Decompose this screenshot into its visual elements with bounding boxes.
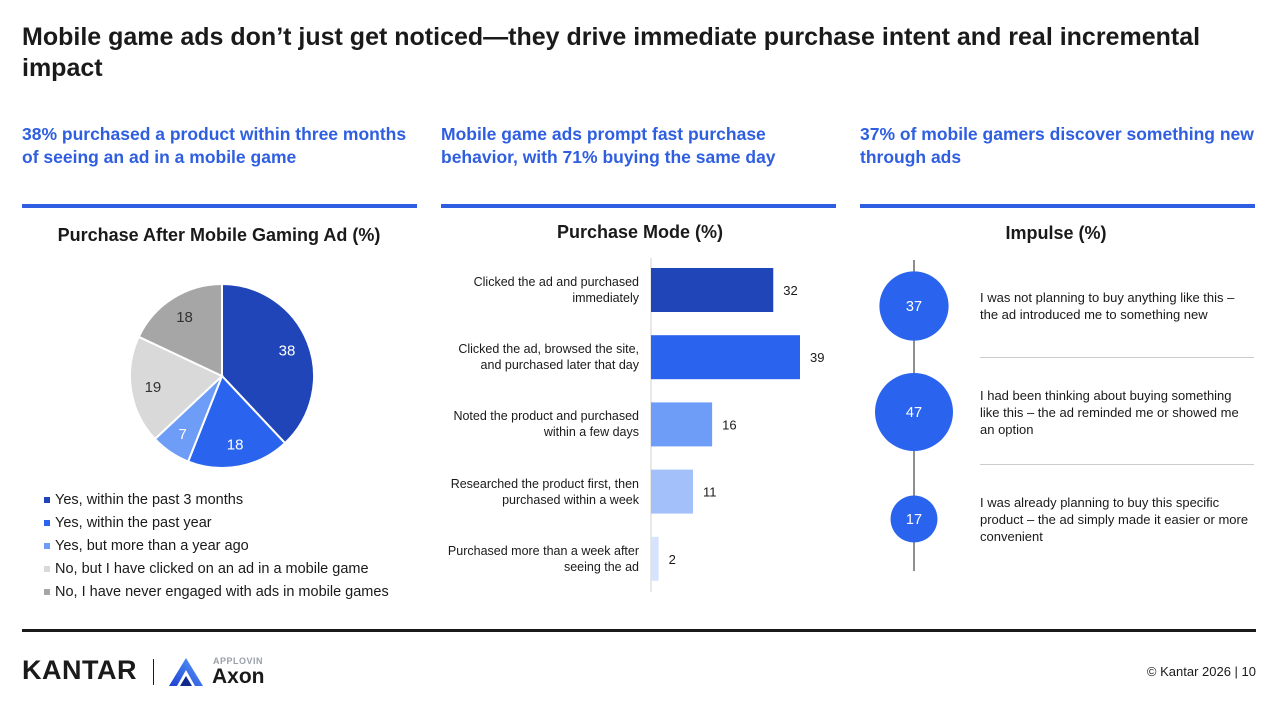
legend-swatch: [44, 589, 50, 596]
legend-label: No, but I have clicked on an ad in a mob…: [55, 561, 369, 578]
pie-slice-label: 7: [179, 426, 187, 443]
impulse-bubble: [879, 271, 949, 341]
bar-value-label: 2: [669, 552, 676, 567]
pie-slice-label: 18: [227, 437, 244, 454]
bar: [651, 536, 659, 581]
legend-item: No, but I have clicked on an ad in a mob…: [44, 558, 424, 581]
column-rule-1: [22, 204, 417, 208]
bar-value-label: 11: [703, 485, 717, 500]
axon-label: Axon: [212, 665, 265, 688]
bar-category-label: Clicked the ad, browsed the site, and pu…: [458, 342, 639, 373]
kantar-logo: KANTAR: [22, 655, 137, 685]
column-heading-mode: Mobile game ads prompt fast purchase beh…: [441, 124, 776, 167]
impulse-bubble-label: 37: [906, 299, 922, 315]
legend-swatch: [44, 566, 50, 573]
legend-label: Yes, but more than a year ago: [55, 537, 249, 554]
bar: [651, 335, 800, 380]
pie-slice: [137, 282, 223, 378]
impulse-description: I had been thinking about buying somethi…: [980, 387, 1239, 437]
bar-value-label: 32: [783, 283, 797, 298]
axon-logo-icon: [169, 658, 203, 686]
pie-slice: [186, 374, 287, 469]
legend-swatch: [44, 496, 50, 503]
bar-value-label: 39: [810, 350, 824, 365]
impulse-chart: 37 47 17: [875, 260, 953, 571]
impulse-description: I was already planning to buy this speci…: [980, 494, 1249, 544]
pie-chart-title: Purchase After Mobile Gaming Ad (%): [57, 225, 381, 245]
copyright: © Kantar 2026 | 10: [1146, 664, 1256, 679]
bar: [651, 402, 713, 447]
bar-category-label: Purchased more than a week after seeing …: [447, 543, 639, 574]
column-rule-3: [860, 204, 1255, 208]
bar-chart-title: Purchase Mode (%): [556, 222, 724, 242]
bar: [651, 268, 774, 312]
pie-legend: Yes, within the past 3 months Yes, within…: [44, 488, 424, 604]
footer-rule: [22, 629, 1256, 632]
impulse-description: I was not planning to buy anything like …: [980, 290, 1235, 322]
pie-slice-label: 18: [176, 309, 193, 326]
applovin-label: APPLOVIN: [213, 656, 264, 666]
column-heading-impulse: 37% of mobile gamers discover something …: [860, 124, 1254, 167]
bar: [651, 469, 694, 514]
impulse-bubble: [890, 495, 938, 543]
bar-category-label: Noted the product and purchased within a…: [453, 409, 639, 440]
legend-swatch: [44, 542, 50, 549]
impulse-separator-1: [980, 357, 1254, 358]
legend-label: Yes, within the past year: [55, 514, 212, 531]
bar-category-label: Researched the product first, then purch…: [450, 476, 639, 507]
pie-slice: [221, 282, 315, 445]
pie-chart: 38 18 7 19 18: [129, 282, 315, 469]
impulse-bubble-label: 17: [906, 512, 922, 528]
pie-slice-label: 38: [279, 342, 296, 359]
legend-label: No, I have never engaged with ads in mob…: [55, 584, 389, 601]
impulse-bubble: [875, 373, 953, 451]
pie-slice: [129, 335, 224, 441]
bar-value-label: 16: [722, 417, 736, 432]
bar-category-label: Clicked the ad and purchased immediately: [473, 275, 639, 305]
page-title: Mobile game ads don’t just get noticed—t…: [22, 23, 1201, 82]
legend-swatch: [44, 519, 50, 526]
legend-item: Yes, within the past 3 months: [44, 488, 424, 511]
legend-label: Yes, within the past 3 months: [55, 491, 244, 508]
column-rule-2: [441, 204, 836, 208]
pie-slice-label: 19: [145, 379, 162, 396]
impulse-bubble-label: 47: [906, 405, 922, 421]
logo-divider: [153, 659, 154, 685]
legend-item: No, I have never engaged with ads in mob…: [44, 581, 424, 604]
legend-item: Yes, but more than a year ago: [44, 534, 424, 557]
legend-item: Yes, within the past year: [44, 511, 424, 534]
column-heading-purchase: 38% purchased a product within three mon…: [22, 124, 407, 167]
impulse-separator-2: [980, 464, 1254, 465]
bar-chart: 32 39 16 11 2: [650, 258, 824, 592]
impulse-chart-title: Impulse (%): [1005, 223, 1107, 243]
